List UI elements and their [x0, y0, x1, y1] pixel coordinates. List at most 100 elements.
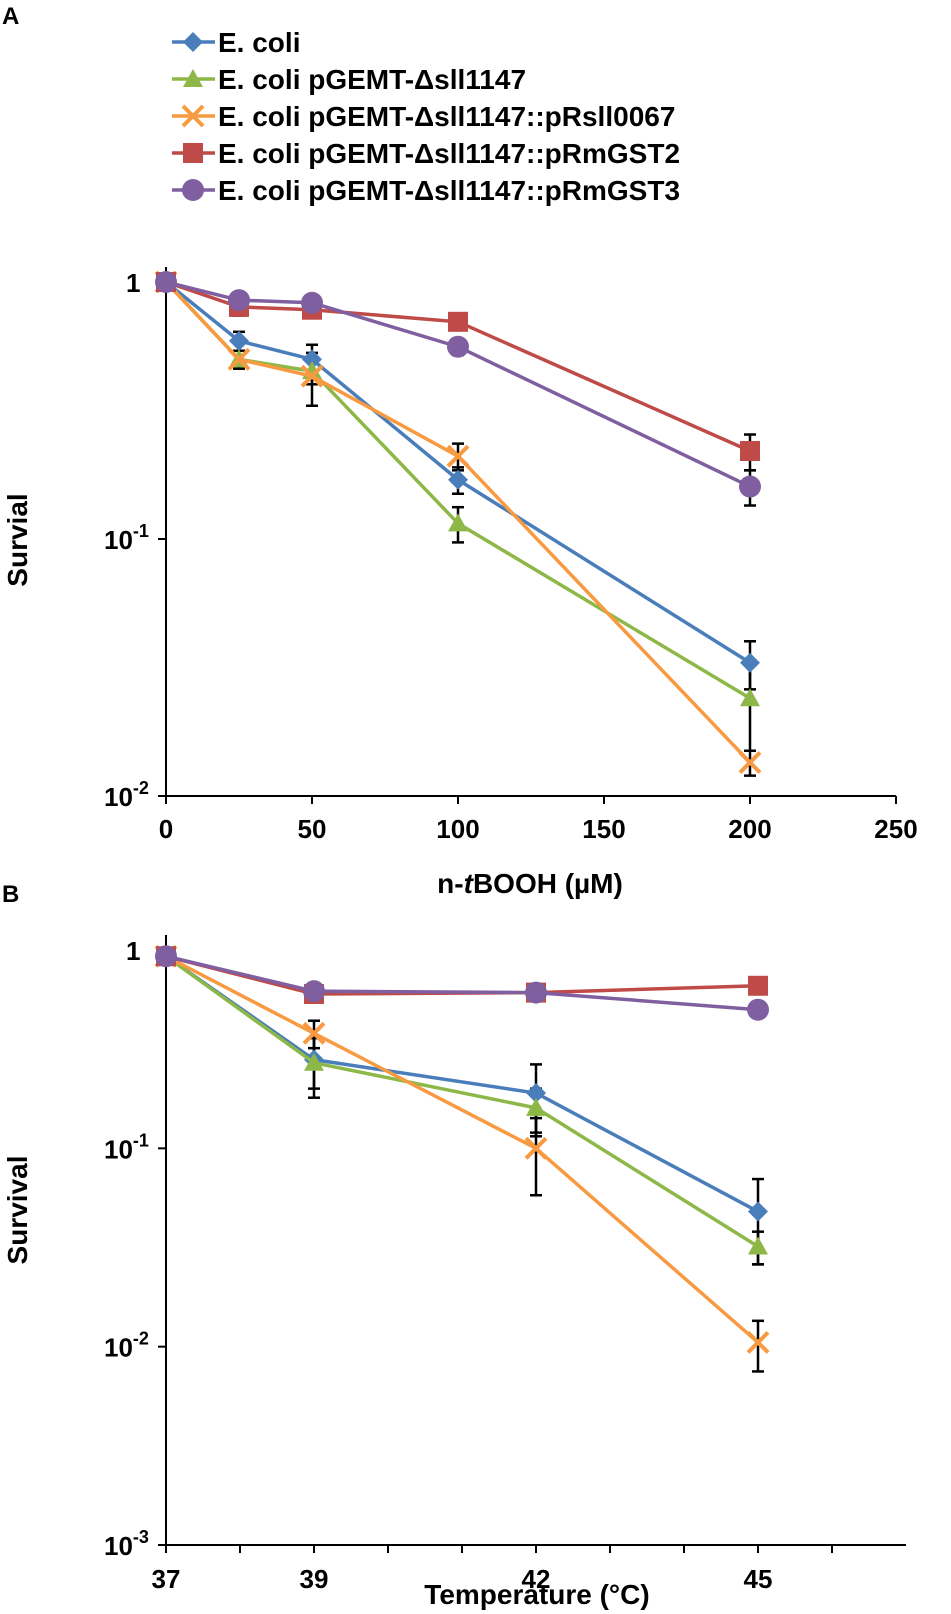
legend: E. coli E. coli pGEMT-Δsll1147 E. coli pGE…	[172, 27, 680, 206]
panel-a-point-s4-p0	[155, 271, 177, 293]
panel-a-ytick-label-1: 10-1	[104, 521, 149, 555]
panel-b-point-s2-p3-stroke-b	[746, 1331, 770, 1354]
panel-b-point-s3-p3	[748, 975, 768, 996]
legend-marker-4	[182, 179, 204, 201]
panel-a-ytick-label-base-2: 10	[104, 782, 133, 812]
panel-b-point-s1-p1	[304, 1052, 324, 1071]
panel-a-point-s4-p4	[739, 475, 761, 498]
panel-b-errorbar-s2-p3	[752, 1319, 764, 1373]
panel-a-point-s2-p1	[227, 347, 251, 371]
panel-b-point-s0-p2	[526, 1083, 546, 1104]
legend-label-2: E. coli pGEMT-Δsll1147::pRsll0067	[218, 101, 675, 132]
panel-a-axes: 110-110-20 50 100 150 200 250	[104, 267, 918, 844]
legend-label-0: E. coli	[218, 27, 300, 58]
panel-a-point-s4-p3	[447, 335, 469, 358]
panel-a-xlabel: n-tBOOH (µM)	[437, 868, 623, 899]
panel-a-ytick-label-exp-1: -1	[133, 521, 149, 541]
legend-entry-2: E. coli pGEMT-Δsll1147::pRsll0067	[172, 101, 675, 132]
panel-a-point-s2-p1-stroke-b	[227, 347, 251, 371]
panel-a-point-s1-p3	[448, 513, 468, 532]
panel-b-point-s2-p1	[302, 1021, 326, 1045]
panel-b-ytick-label-exp-3: -3	[133, 1527, 149, 1547]
legend-marker-3	[183, 143, 203, 163]
panel-b-ytick-label-0: 1	[126, 936, 140, 966]
panel-b-series-line-2	[165, 954, 760, 1344]
panel-b-ylabel: Survival	[2, 1156, 33, 1265]
legend-label-4: E. coli pGEMT-Δsll1147::pRmGST3	[218, 175, 680, 206]
panel-b-point-s1-p2	[526, 1097, 546, 1116]
legend-marker-1	[183, 69, 203, 87]
panel-b-xtick-label-2: 42	[522, 1564, 551, 1594]
panel-b-errorbar-s2-p2	[530, 1116, 542, 1197]
legend-marker-2-stroke-b	[181, 104, 205, 128]
legend-entry-1: E. coli pGEMT-Δsll1147	[172, 64, 526, 95]
panel-b-point-s2-p2	[524, 1136, 548, 1160]
panel-b-ytick-label-2: 10-2	[104, 1329, 149, 1363]
panel-b-point-s1-p3	[748, 1236, 768, 1255]
panel-a-xtick-label-2: 100	[436, 814, 479, 844]
panel-a-point-s0-p2	[302, 349, 322, 370]
panel-a-point-s2-p2-stroke-b	[300, 364, 324, 388]
panel-a-ytick-label-base-0: 1	[126, 268, 140, 298]
panel-a-ylabel: Survial	[2, 493, 33, 586]
panel-a-point-s0-p4	[740, 652, 760, 673]
legend-label-1: E. coli pGEMT-Δsll1147	[218, 64, 526, 95]
panel-a-point-s3-p4	[740, 440, 760, 461]
panel-a-point-s0-p3	[448, 469, 468, 490]
panel-b-ytick-label-base-2: 10	[104, 1333, 133, 1363]
legend-entry-4: E. coli pGEMT-Δsll1147::pRmGST3	[172, 175, 680, 206]
panel-a-xtick-label-4: 200	[728, 814, 771, 844]
panel-b-ytick-label-base-3: 10	[104, 1531, 133, 1561]
panel-a-point-s2-p3-stroke-b	[446, 444, 470, 468]
panel-a-xtick-label-3: 150	[582, 814, 625, 844]
panel-a-point-s4-p2	[301, 291, 323, 314]
panel-b-axes: 110-110-210-337 39 42 45	[104, 935, 906, 1594]
panel-a-series-line-3	[165, 280, 751, 453]
panel-a-point-s3-p3	[448, 311, 468, 332]
panel-b-xlabel: Temperature (°C)	[424, 1579, 649, 1610]
panel-a-ytick-label-base-1: 10	[104, 525, 133, 555]
panel-b-ytick-label-base-0: 1	[126, 936, 140, 966]
panel-b-series-line-1	[164, 954, 759, 1248]
panel-a-xtick-label-0: 0	[159, 814, 173, 844]
panel-b-point-s4-p2	[525, 981, 547, 1004]
panel-a-ytick-label-0: 1	[126, 268, 140, 298]
panel-a-errorbar-s1-p4	[744, 661, 756, 752]
panel-b-point-s0-p3	[748, 1201, 768, 1222]
legend-label-3: E. coli pGEMT-Δsll1147::pRmGST2	[218, 138, 680, 169]
panel-b-xtick-label-0: 37	[152, 1564, 181, 1594]
panel-b-ytick-label-base-1: 10	[104, 1134, 133, 1164]
panel-b-point-s2-p1-stroke-b	[302, 1021, 326, 1045]
panel-b-point-s2-p2-stroke-b	[524, 1136, 548, 1160]
panel-a-xlabel-italic: t	[464, 868, 475, 899]
panel-b-series-line-3	[165, 954, 759, 996]
panel-a-ytick-label-exp-2: -2	[133, 778, 149, 798]
panel-a-point-s2-p2	[300, 364, 324, 388]
panel-a-point-s2-p4-stroke-b	[738, 751, 762, 774]
panel-b-ytick-label-3: 10-3	[104, 1527, 149, 1561]
panel-b-point-s4-p1	[303, 980, 325, 1003]
panel-a-point-s2-p4	[738, 751, 762, 774]
panel-a-xtick-label-1: 50	[298, 814, 327, 844]
panel-a-letter: A	[2, 3, 19, 30]
panel-a-ytick-label-2: 10-2	[104, 778, 149, 812]
panel-a-series	[154, 270, 762, 777]
panel-b-point-s4-p0	[155, 945, 177, 968]
legend-entry-0: E. coli	[172, 27, 300, 58]
panel-b-series-line-4	[165, 954, 759, 1012]
panel-a-xtick-label-5: 250	[874, 814, 917, 844]
panel-b-ytick-label-1: 10-1	[104, 1130, 149, 1164]
panel-a-point-s2-p3	[446, 444, 470, 468]
panel-b-ytick-label-exp-1: -1	[133, 1130, 149, 1150]
panel-a-xlabel-suffix: BOOH (µM)	[473, 868, 623, 899]
legend-marker-0	[183, 32, 203, 52]
panel-a-point-s0-p1	[229, 330, 249, 351]
panel-b-point-s4-p3	[747, 998, 769, 1021]
panel-b-letter: B	[2, 881, 19, 908]
panel-a-point-s4-p1	[228, 289, 250, 312]
legend-marker-2	[181, 104, 205, 128]
chart-panel-a: 110-110-20 50 100 150 200 250 Survial n-tBOOH…	[2, 267, 918, 899]
panel-b-ytick-label-exp-2: -2	[133, 1329, 149, 1349]
panel-b-xtick-label-1: 39	[300, 1564, 329, 1594]
